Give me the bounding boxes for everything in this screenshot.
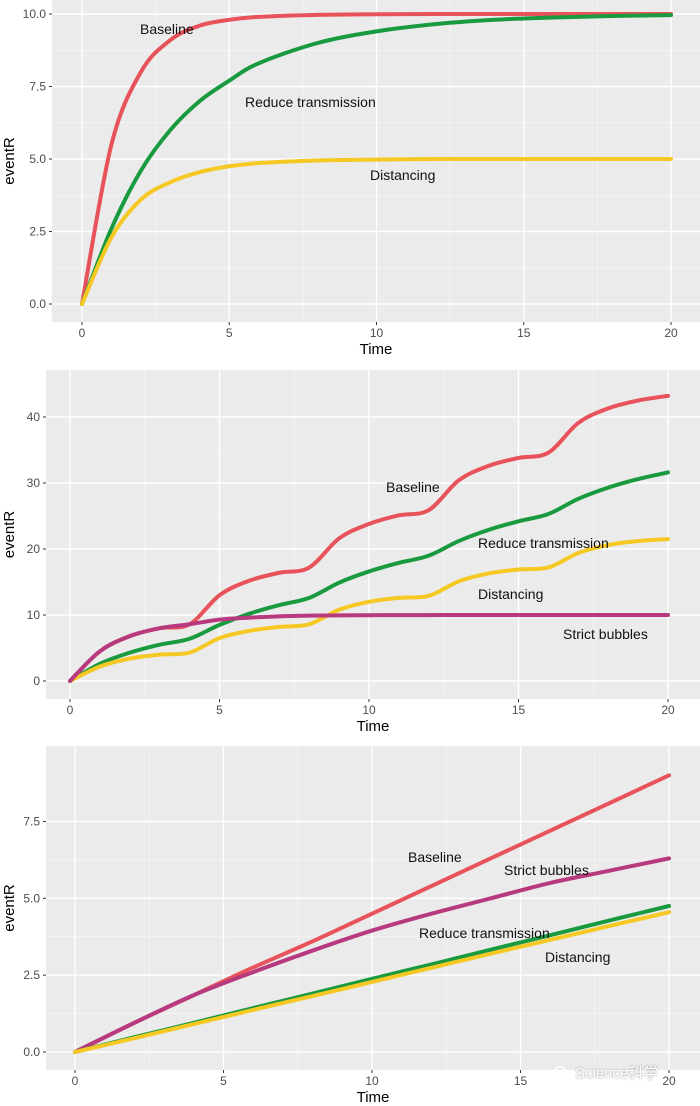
y-tick-label: 40 [27,410,41,424]
label-reduce-transmission: Reduce transmission [245,94,376,110]
series-line-reduce-transmission [68,470,670,683]
label-reduce-transmission: Reduce transmission [478,535,609,551]
y-tick-label: 20 [27,542,41,556]
y-tick-label: 0 [33,674,40,688]
x-tick-label: 15 [512,703,526,717]
label-baseline: Baseline [140,21,194,37]
y-tick-label: 5.0 [29,152,46,166]
y-tick-label: 30 [27,476,41,490]
label-strict-bubbles: Strict bubbles [504,862,589,878]
y-axis-title: eventR [1,884,18,932]
chart-bottom: 0 5 10 15 20 0.0 2.5 5.0 7.5 Time eventR Baseline St… [1,746,700,1106]
x-tick-label: 20 [662,1074,676,1088]
x-tick-label: 15 [514,1074,528,1088]
label-baseline: Baseline [408,849,462,865]
x-tick-label: 5 [216,703,223,717]
series-line-strict-bubbles [73,856,671,1054]
y-tick-label: 7.5 [29,80,46,94]
x-tick-label: 20 [664,326,678,340]
x-tick-label: 10 [362,703,376,717]
watermark-text: Science科学 [575,1065,659,1082]
series-line-reduce-transmission [80,13,673,306]
x-tick-label: 0 [72,1074,79,1088]
x-tick-label: 5 [226,326,233,340]
label-distancing: Distancing [478,586,543,602]
y-tick-label: 0.0 [23,1045,40,1059]
y-tick-label: 0.0 [29,297,46,311]
y-tick-label: 2.5 [29,225,46,239]
label-distancing: Distancing [370,167,435,183]
y-tick-label: 10.0 [23,7,47,21]
y-tick-label: 5.0 [23,891,40,905]
x-axis-title: Time [360,341,393,358]
y-tick-label: 10 [27,608,41,622]
wechat-icon [553,1065,571,1080]
label-distancing: Distancing [545,949,610,965]
label-reduce-transmission: Reduce transmission [419,925,550,941]
series-line-strict-bubbles [68,612,670,683]
series-line-distancing [73,910,671,1054]
label-strict-bubbles: Strict bubbles [563,626,648,642]
series-line-baseline [80,11,673,306]
y-axis-title: eventR [1,511,18,559]
watermark: Science科学 [553,1062,658,1083]
x-tick-label: 0 [67,703,74,717]
x-axis-title: Time [357,718,390,732]
x-tick-label: 10 [365,1074,379,1088]
series-line-distancing [80,156,673,306]
chart-middle: 0 5 10 15 20 0 10 20 30 40 Time eventR Baseline Reduc… [1,370,700,732]
plot-panel [46,746,700,1070]
x-tick-label: 20 [661,703,675,717]
x-axis-title: Time [357,1089,390,1106]
x-tick-label: 5 [220,1074,227,1088]
chart-top: 0 5 10 15 20 0.0 2.5 5.0 7.5 10.0 Time eventR Baseli… [1,0,700,358]
label-baseline: Baseline [386,479,440,495]
series-line-distancing [68,537,670,683]
y-tick-label: 2.5 [23,968,40,982]
x-tick-label: 15 [517,326,531,340]
y-axis-title: eventR [1,137,18,185]
x-tick-label: 0 [79,326,86,340]
y-tick-label: 7.5 [23,814,40,828]
x-tick-label: 10 [370,326,384,340]
